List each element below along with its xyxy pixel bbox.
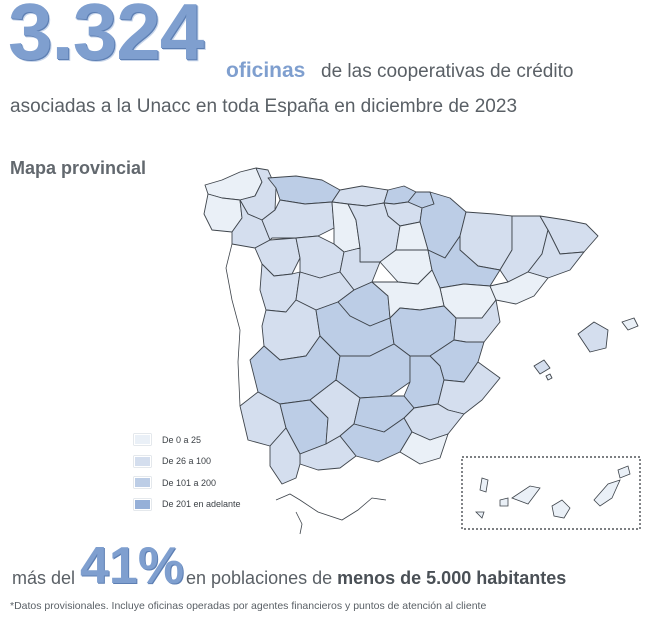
island-tenerife bbox=[511, 485, 541, 505]
map-title: Mapa provincial bbox=[10, 158, 147, 178]
coast-outline bbox=[225, 243, 387, 535]
canary-islands bbox=[475, 465, 631, 519]
headline-line-2: asociadas a la Unacc en toda España en d… bbox=[10, 96, 518, 117]
footer-percent: 41% bbox=[80, 537, 185, 595]
legend-item: De 0 a 25 bbox=[134, 433, 241, 446]
legend-swatch bbox=[134, 477, 151, 488]
legend-label: De 0 a 25 bbox=[162, 434, 202, 445]
map-legend: De 0 a 25 De 26 a 100 De 101 a 200 De 20… bbox=[134, 433, 241, 519]
legend-swatch bbox=[134, 498, 151, 510]
province-formentera bbox=[545, 373, 553, 381]
legend-item: De 26 a 100 bbox=[134, 455, 241, 468]
province-ibiza bbox=[533, 359, 551, 375]
province-malaga bbox=[299, 435, 357, 471]
headline-unit: oficinas bbox=[226, 59, 306, 82]
footer-middle: en poblaciones de bbox=[186, 568, 333, 588]
legend-swatch bbox=[134, 455, 151, 467]
island-lanzarote bbox=[617, 465, 631, 479]
legend-label: De 201 en adelante bbox=[162, 499, 241, 509]
province-asturias bbox=[267, 175, 341, 205]
island-la-gomera bbox=[499, 497, 509, 507]
headline-number: 3.324 bbox=[8, 0, 204, 76]
province-albacete bbox=[403, 355, 445, 409]
province-menorca bbox=[621, 317, 639, 331]
legend-swatch bbox=[134, 434, 151, 445]
island-la-palma bbox=[479, 477, 489, 493]
legend-label: De 26 a 100 bbox=[162, 456, 212, 466]
province-tarragona bbox=[489, 271, 549, 305]
legend-item: De 101 a 200 bbox=[134, 476, 241, 489]
legend-item: De 201 en adelante bbox=[134, 498, 241, 511]
headline-line-1: de las cooperativas de crédito bbox=[321, 61, 574, 82]
island-fuerteventura bbox=[593, 479, 621, 507]
province-barcelona bbox=[527, 229, 585, 279]
province-almeria bbox=[399, 431, 449, 465]
canary-inset-frame bbox=[461, 456, 641, 530]
island-el-hierro bbox=[475, 511, 485, 519]
footer-statement: en poblaciones de menos de 5.000 habitan… bbox=[186, 568, 566, 589]
footnote: *Datos provisionales. Incluye oficinas o… bbox=[10, 600, 487, 612]
legend-label: De 101 a 200 bbox=[162, 477, 217, 488]
province-cadiz bbox=[269, 427, 301, 485]
footer-prefix: más del bbox=[12, 568, 76, 588]
footer-bold: menos de 5.000 habitantes bbox=[337, 568, 567, 588]
island-gran-canaria bbox=[551, 499, 571, 519]
province-mallorca bbox=[577, 321, 609, 353]
